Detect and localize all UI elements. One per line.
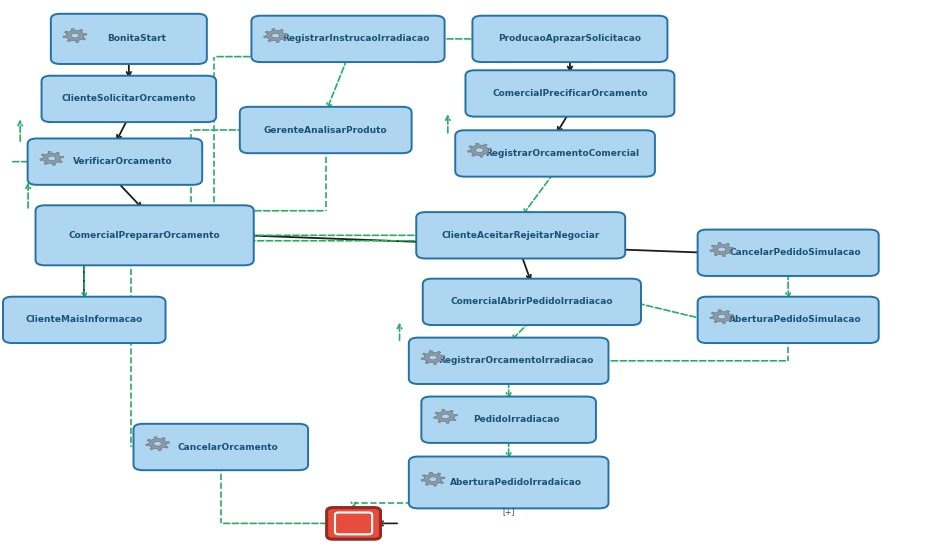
FancyBboxPatch shape (421, 397, 596, 443)
Text: RegistrarOrcamentoIrradiacao: RegistrarOrcamentoIrradiacao (438, 356, 593, 365)
Text: ComercialAbrirPedidoIrradiacao: ComercialAbrirPedidoIrradiacao (451, 298, 613, 306)
FancyBboxPatch shape (42, 75, 216, 122)
FancyBboxPatch shape (472, 16, 668, 62)
Circle shape (429, 355, 437, 360)
Polygon shape (264, 28, 287, 43)
Polygon shape (710, 310, 734, 324)
Circle shape (71, 33, 79, 38)
FancyBboxPatch shape (409, 457, 608, 508)
FancyBboxPatch shape (240, 107, 412, 153)
Text: AberturaPedidoIrradaicao: AberturaPedidoIrradaicao (450, 478, 582, 487)
Text: [+]: [+] (502, 507, 515, 516)
Text: BonitaStart: BonitaStart (107, 34, 166, 43)
Circle shape (718, 247, 725, 252)
Polygon shape (40, 152, 63, 165)
Text: VerificarOrcamento: VerificarOrcamento (73, 157, 172, 166)
FancyBboxPatch shape (134, 424, 308, 470)
Text: RegistrarInstrucaoIrradiacao: RegistrarInstrucaoIrradiacao (282, 34, 429, 43)
FancyBboxPatch shape (456, 130, 655, 177)
Text: ComercialPrecificarOrcamento: ComercialPrecificarOrcamento (492, 89, 648, 98)
FancyBboxPatch shape (28, 138, 202, 185)
Text: ClienteSolicitarOrcamento: ClienteSolicitarOrcamento (61, 95, 196, 103)
Text: ClienteMaisInformacao: ClienteMaisInformacao (26, 316, 143, 324)
FancyBboxPatch shape (3, 296, 166, 343)
Text: ClienteAceitarRejeitarNegociar: ClienteAceitarRejeitarNegociar (442, 231, 600, 240)
FancyBboxPatch shape (698, 296, 879, 343)
Polygon shape (63, 28, 86, 43)
Circle shape (153, 441, 162, 446)
Polygon shape (421, 472, 445, 486)
Circle shape (272, 33, 280, 38)
FancyBboxPatch shape (409, 337, 608, 384)
Polygon shape (433, 410, 458, 423)
FancyBboxPatch shape (698, 230, 879, 276)
Circle shape (718, 315, 725, 319)
FancyBboxPatch shape (326, 508, 380, 539)
Text: RegistrarOrcamentoComercial: RegistrarOrcamentoComercial (485, 149, 640, 158)
FancyBboxPatch shape (465, 70, 674, 117)
Circle shape (429, 477, 437, 481)
Polygon shape (468, 143, 491, 157)
FancyBboxPatch shape (35, 205, 254, 265)
Text: CancelarOrcamento: CancelarOrcamento (178, 443, 279, 451)
FancyBboxPatch shape (251, 16, 445, 62)
Text: ComercialPrepararOrcamento: ComercialPrepararOrcamento (69, 231, 220, 240)
Circle shape (47, 156, 56, 161)
Polygon shape (421, 351, 445, 364)
Text: ProducaoAprazarSolicitacao: ProducaoAprazarSolicitacao (498, 34, 642, 43)
Text: AberturaPedidoSimulacao: AberturaPedidoSimulacao (729, 316, 862, 324)
FancyBboxPatch shape (51, 14, 206, 64)
FancyBboxPatch shape (417, 212, 625, 259)
Circle shape (442, 414, 449, 419)
Polygon shape (146, 437, 169, 451)
Polygon shape (710, 242, 734, 257)
FancyBboxPatch shape (423, 278, 641, 325)
Text: CancelarPedidoSimulacao: CancelarPedidoSimulacao (730, 248, 861, 257)
Text: GerenteAnalisarProduto: GerenteAnalisarProduto (264, 125, 388, 135)
Circle shape (475, 148, 484, 153)
Text: PedidoIrradiacao: PedidoIrradiacao (472, 415, 559, 424)
